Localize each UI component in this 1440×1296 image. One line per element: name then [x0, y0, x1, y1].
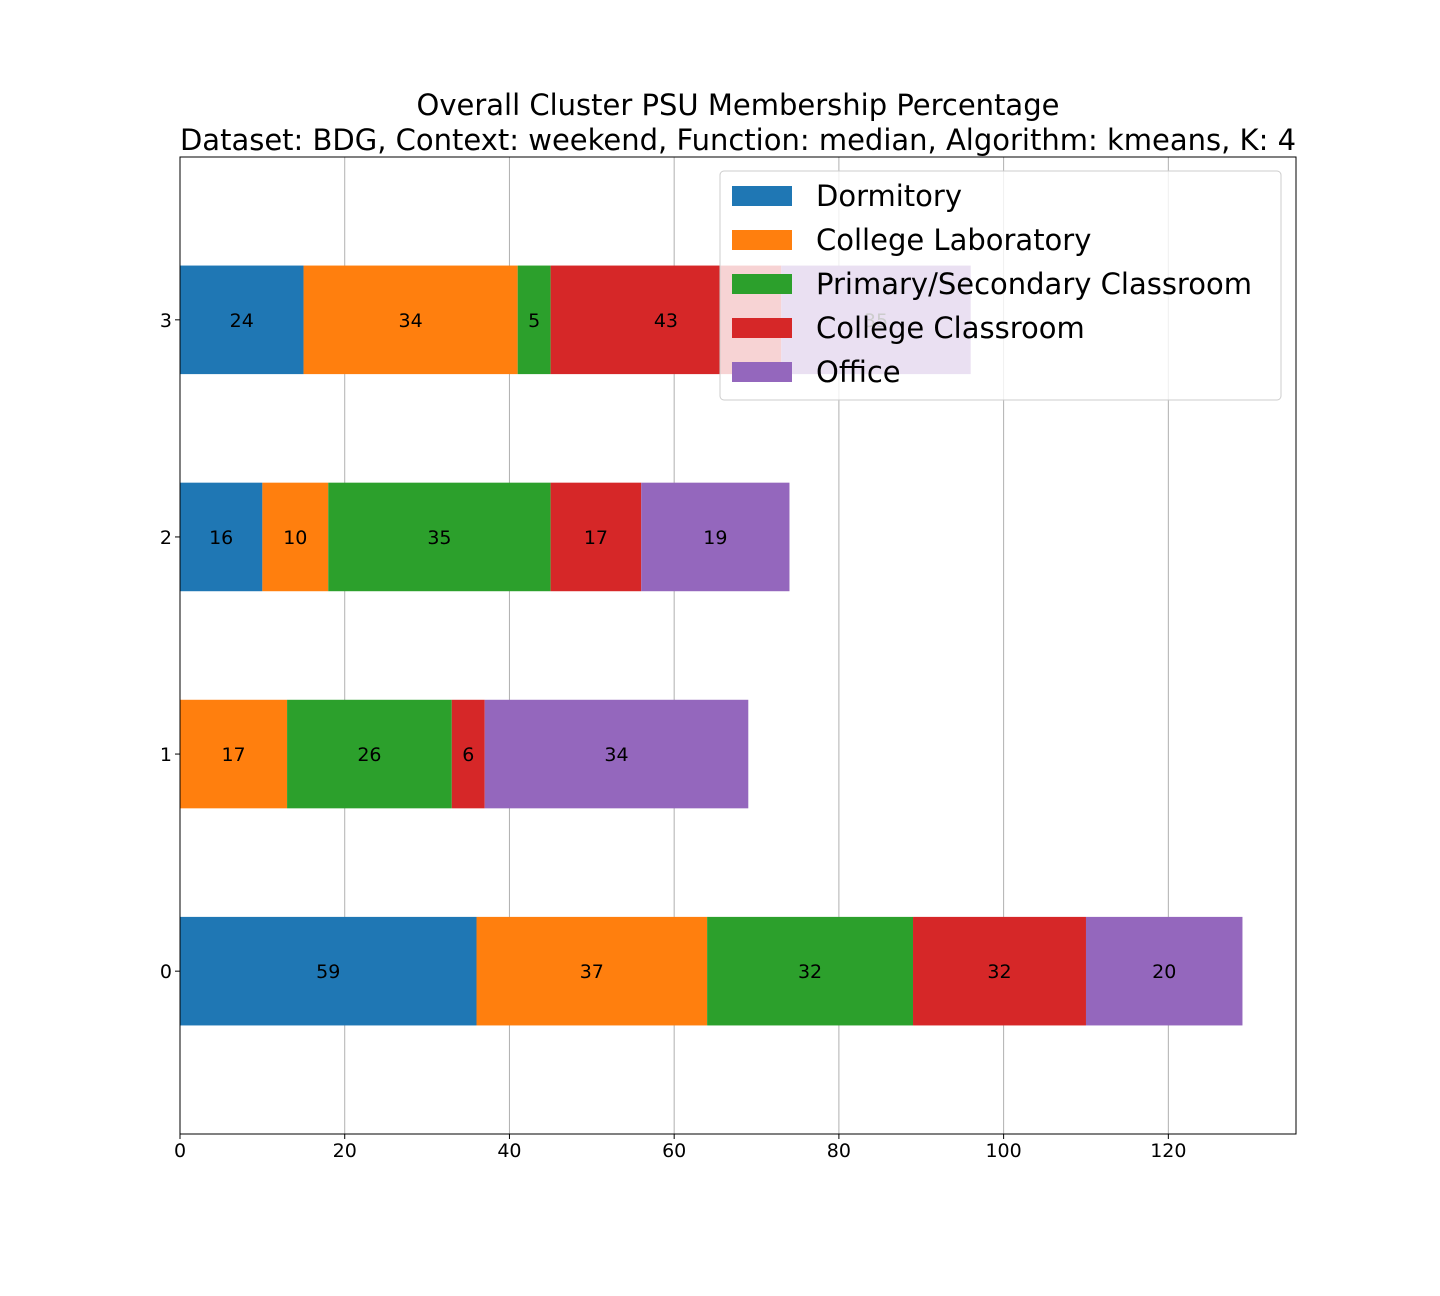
bar-value-label: 24 [230, 310, 254, 332]
legend-swatch [732, 186, 792, 206]
bar-value-label: 20 [1152, 961, 1176, 983]
legend-swatch [732, 230, 792, 250]
bar-value-label: 6 [462, 744, 474, 766]
plot-frame [179, 156, 1297, 1135]
bar-value-label: 32 [987, 961, 1011, 983]
x-tick-label: 40 [497, 1140, 521, 1162]
bar-segment [1085, 916, 1243, 1026]
bar-segment [180, 482, 263, 592]
x-tick-label: 60 [662, 1140, 686, 1162]
bar-segment [180, 265, 304, 375]
bar-value-label: 32 [798, 961, 822, 983]
y-tick-label: 3 [160, 310, 172, 332]
legend-label: College Laboratory [816, 223, 1091, 257]
legend: Dormitory College Laboratory Primary/Secon… [719, 170, 1282, 401]
legend-box [719, 170, 1282, 401]
bar-segment [303, 265, 518, 375]
legend-label: College Classroom [816, 311, 1085, 345]
bar-segment [707, 916, 914, 1026]
bar-segment [476, 916, 708, 1026]
y-tick-label: 1 [160, 744, 172, 766]
chart-title: Overall Cluster PSU Membership Percentag… [417, 88, 1060, 122]
bar-segment [262, 482, 329, 592]
bar-segment [913, 916, 1086, 1026]
axis-ticks: 0 20 40 60 80 100 120 0 1 2 3 [160, 310, 1187, 1162]
bar-value-label: 16 [209, 527, 233, 549]
bar-value-label: 34 [604, 744, 628, 766]
bar-value-label: 17 [221, 744, 245, 766]
bar-segment [451, 699, 485, 809]
bar-value-label: 37 [580, 961, 604, 983]
legend-label: Primary/Secondary Classroom [816, 267, 1252, 301]
bars: 593732322017266341610351719243454335 [180, 265, 1243, 1026]
bar-value-label: 10 [283, 527, 307, 549]
x-tick-label: 80 [827, 1140, 851, 1162]
legend-label: Office [816, 355, 901, 389]
bar-value-label: 43 [654, 310, 678, 332]
chart-subtitle: Dataset: BDG, Context: weekend, Function… [180, 123, 1296, 157]
bar-segment [328, 482, 551, 592]
bar-value-label: 17 [584, 527, 608, 549]
bar-segment [517, 265, 551, 375]
legend-swatch [732, 318, 792, 338]
bar-segment [550, 482, 642, 592]
x-tick-label: 0 [174, 1140, 186, 1162]
y-tick-label: 2 [160, 527, 172, 549]
bar-value-label: 59 [316, 961, 340, 983]
bar-value-label: 34 [399, 310, 423, 332]
x-tick-label: 120 [1150, 1140, 1186, 1162]
x-tick-label: 20 [333, 1140, 357, 1162]
bar-segment [287, 699, 452, 809]
bar-segment [180, 916, 477, 1026]
legend-swatch [732, 362, 792, 382]
bar-segment [641, 482, 790, 592]
bar-value-label: 35 [427, 527, 451, 549]
bar-segment [180, 699, 288, 809]
bar-value-label: 5 [528, 310, 540, 332]
bar-value-label: 26 [357, 744, 381, 766]
bar-value-label: 19 [703, 527, 727, 549]
legend-label: Dormitory [816, 179, 962, 213]
bar-segment [484, 699, 749, 809]
x-tick-label: 100 [985, 1140, 1021, 1162]
y-tick-label: 0 [160, 961, 172, 983]
legend-swatch [732, 274, 792, 294]
